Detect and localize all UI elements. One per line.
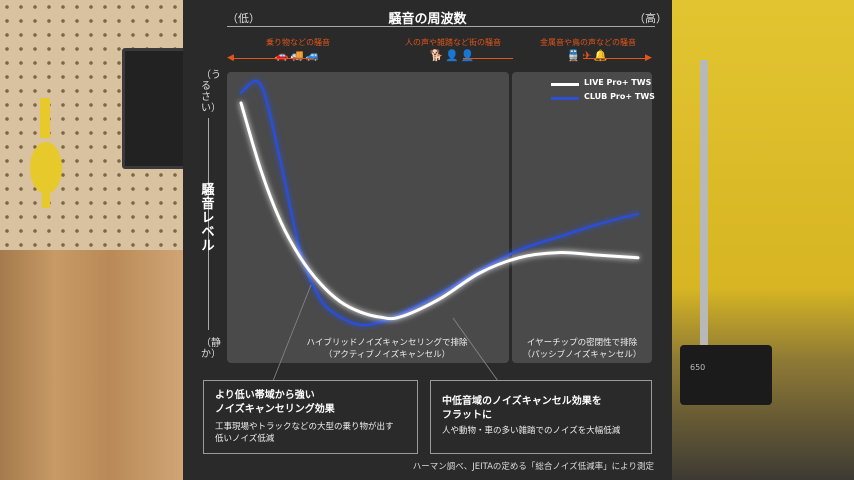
chart-title: 騒音の周波数 bbox=[388, 12, 467, 27]
category-vehicles-label: 乗り物などの騒音 bbox=[266, 38, 330, 47]
callout-right-body: 人や動物・車の多い雑踏でのノイズを大幅低減 bbox=[442, 425, 620, 437]
tablet-device bbox=[122, 48, 188, 169]
yellow-tool bbox=[30, 98, 62, 208]
legend-swatch-club bbox=[551, 97, 579, 100]
pointer-line-left bbox=[272, 284, 312, 382]
legend-label-live: LIVE Pro+ TWS bbox=[584, 78, 652, 87]
callout-left-body: 工事現場やトラックなどの大型の乗り物が出す 低いノイズ低減 bbox=[215, 421, 394, 445]
callout-left-title-line2: ノイズキャンセリング効果 bbox=[215, 404, 335, 415]
wood-panel bbox=[0, 250, 183, 480]
power-supply: 650 bbox=[680, 345, 772, 405]
pointer-line-right bbox=[452, 317, 499, 382]
zone-active-line2: （アクティブノイズキャンセル） bbox=[323, 350, 451, 360]
legend-label-club: CLUB Pro+ TWS bbox=[584, 92, 655, 101]
callout-left-title: より低い帯域から強い ノイズキャンセリング効果 bbox=[215, 389, 335, 417]
footnote: ハーマン調べ、JEITAの定める「総合ノイズ低減率」により測定 bbox=[412, 462, 654, 472]
low-label: （低） bbox=[227, 12, 260, 25]
chart-panel: 騒音の周波数 （低） （高） 乗り物などの騒音 🚗🚚🚙 人の声や雑踏など街の騒音… bbox=[183, 0, 672, 480]
category-metal-label: 金属音や鳥の声などの騒音 bbox=[540, 38, 636, 47]
category-street-label: 人の声や雑踏など街の騒音 bbox=[405, 38, 501, 47]
category-arrow-3 bbox=[583, 58, 649, 59]
zone-passive-line1: イヤーチップの密閉性で排除 bbox=[526, 338, 638, 348]
arrow-right-icon: ▶ bbox=[645, 53, 652, 63]
callout-right-body-line1: 人や動物・車の多い雑踏でのノイズを大幅低減 bbox=[442, 426, 621, 436]
callout-right-title-line2: フラットに bbox=[442, 410, 492, 421]
zone-label-active: ハイブリッドノイズキャンセリングで排除 （アクティブノイズキャンセル） bbox=[287, 337, 487, 361]
callout-box-left: より低い帯域から強い ノイズキャンセリング効果 工事現場やトラックなどの大型の乗… bbox=[203, 380, 418, 454]
y-axis-line bbox=[208, 118, 209, 330]
series-line-live bbox=[239, 101, 640, 321]
y-label-bottom: （静か） bbox=[201, 338, 221, 360]
y-axis-title: 騒音レベル bbox=[201, 183, 215, 254]
zone-passive-line2: （パッシブノイズキャンセル） bbox=[522, 350, 642, 360]
category-arrow-2 bbox=[463, 58, 513, 59]
callout-left-body-line2: 低いノイズ低減 bbox=[215, 434, 275, 444]
chart-svg bbox=[239, 79, 640, 382]
high-label: （高） bbox=[634, 12, 667, 25]
category-arrow-1 bbox=[233, 58, 313, 59]
frequency-header: 騒音の周波数 （低） （高） bbox=[183, 8, 672, 28]
callout-left-title-line1: より低い帯域から強い bbox=[215, 390, 315, 401]
legend-swatch-live bbox=[551, 83, 579, 86]
callout-left-body-line1: 工事現場やトラックなどの大型の乗り物が出す bbox=[215, 422, 394, 432]
zone-label-passive: イヤーチップの密閉性で排除 （パッシブノイズキャンセル） bbox=[514, 337, 650, 361]
arrow-left-icon: ◀ bbox=[227, 53, 234, 63]
callout-right-title: 中低音域のノイズキャンセル効果を フラットに bbox=[442, 395, 602, 423]
zone-active-line1: ハイブリッドノイズキャンセリングで排除 bbox=[306, 338, 468, 348]
callout-right-title-line1: 中低音域のノイズキャンセル効果を bbox=[442, 396, 602, 407]
y-label-top: （うるさい） bbox=[201, 70, 221, 114]
callout-box-right: 中低音域のノイズキャンセル効果を フラットに 人や動物・車の多い雑踏でのノイズを… bbox=[430, 380, 652, 454]
metal-shelf bbox=[700, 60, 708, 380]
frequency-axis-line bbox=[227, 26, 655, 27]
series-line-club bbox=[239, 79, 640, 327]
